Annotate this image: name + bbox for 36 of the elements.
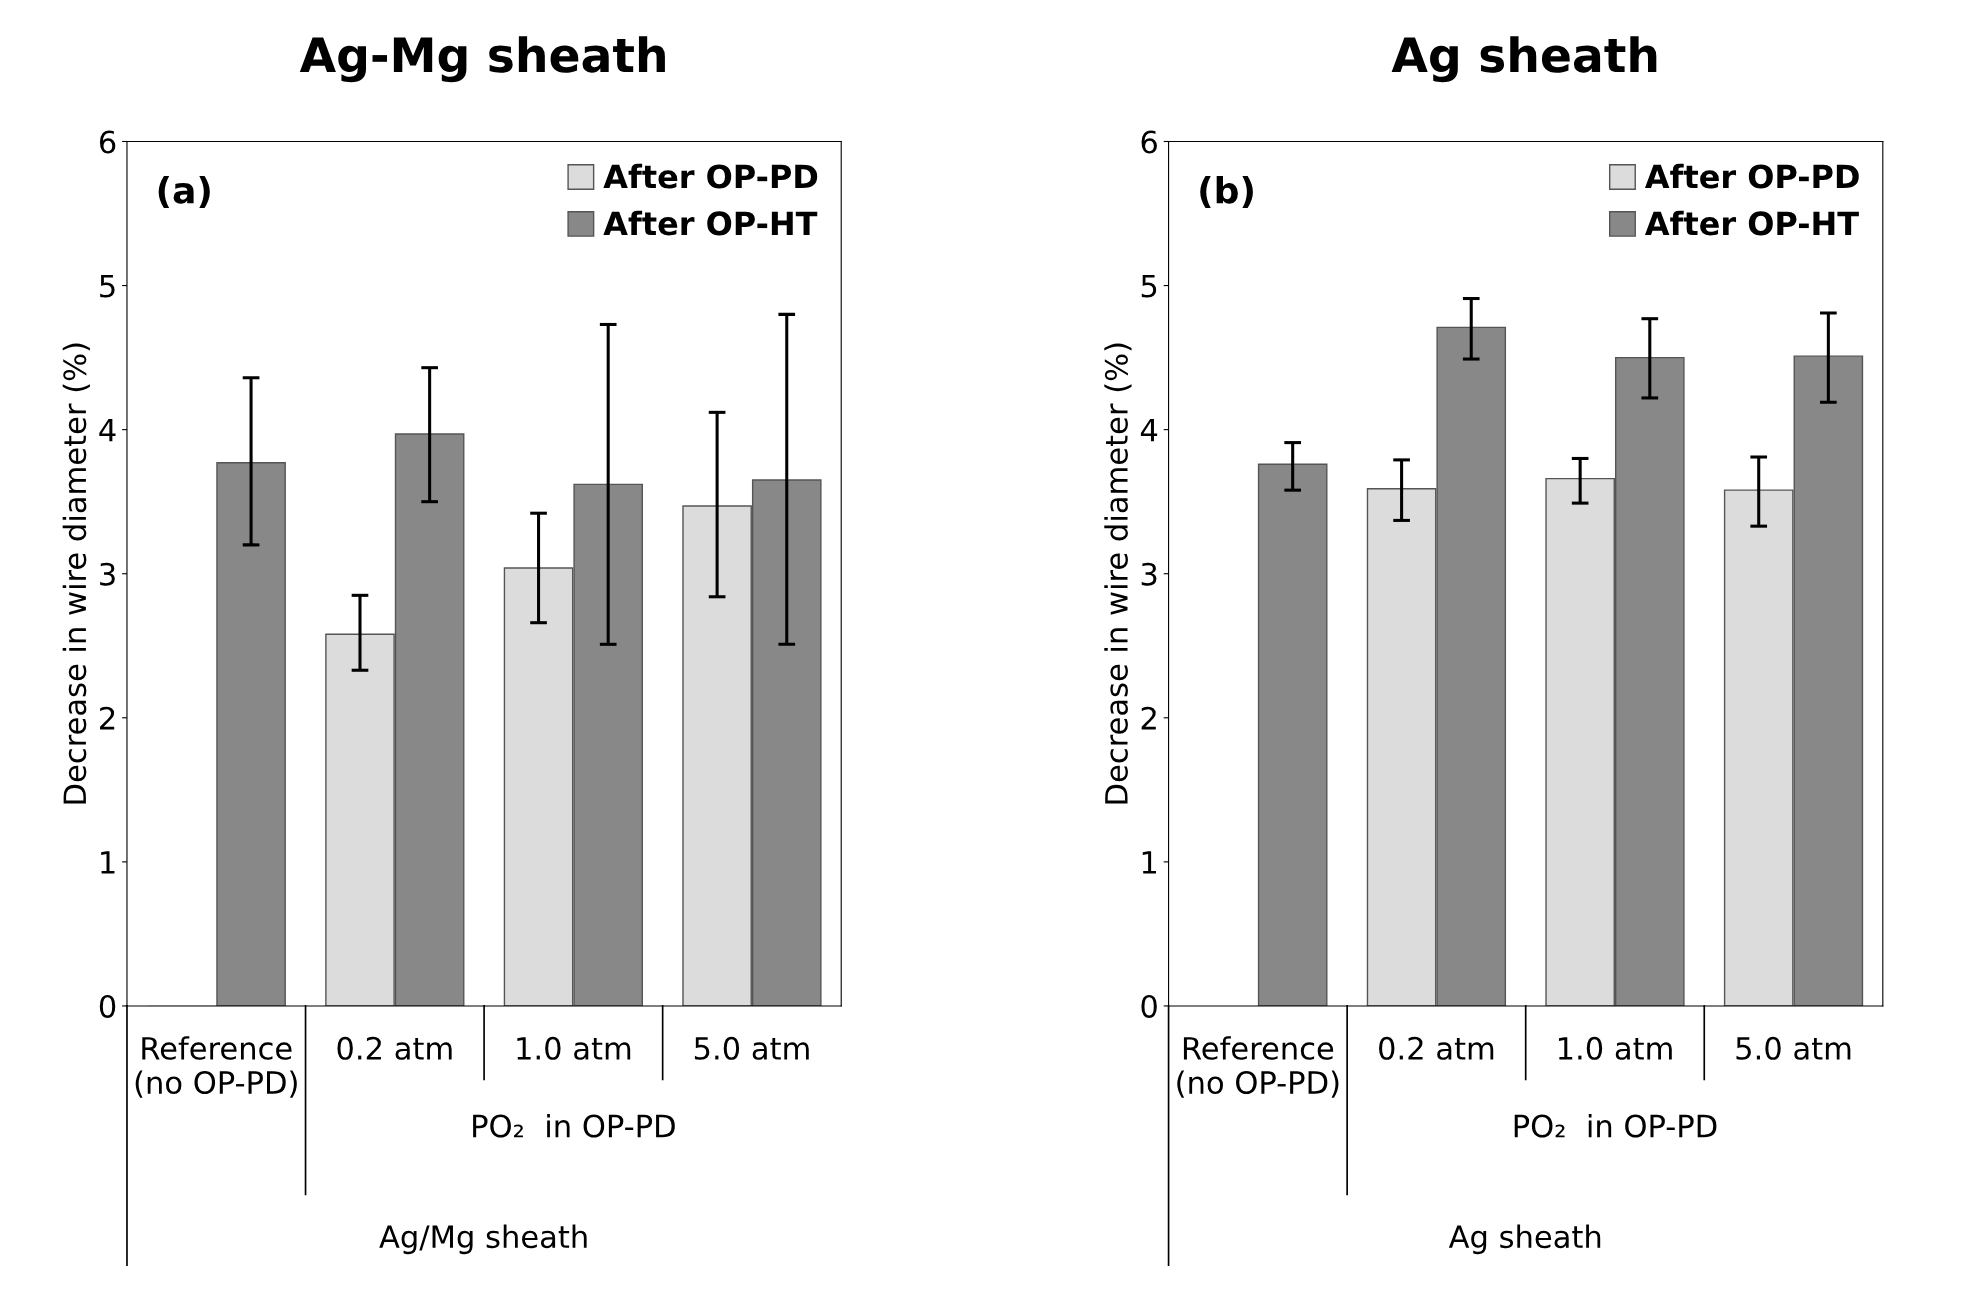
y-tick-label: 4 bbox=[1140, 418, 1158, 442]
text: PO₂ in OP-PD bbox=[473, 1113, 675, 1138]
x-tick-label: Reference (no OP-PD) bbox=[1177, 1036, 1339, 1098]
y-tick-label: 1 bbox=[1142, 851, 1157, 874]
x-tick-label: 5.0 atm bbox=[1736, 1036, 1851, 1060]
x-tick-label: 1.0 atm bbox=[517, 1036, 631, 1060]
y-tick-label: 0 bbox=[99, 994, 116, 1018]
y-tick-label: 0 bbox=[1141, 994, 1157, 1018]
legend-label: After OP-PD bbox=[603, 163, 818, 189]
legend-label: After OP-HT bbox=[1644, 210, 1859, 236]
annotation: (a) bbox=[158, 175, 210, 209]
text: Ag sheath bbox=[1448, 1224, 1601, 1255]
text: PO₂ in OP-PD bbox=[1514, 1113, 1717, 1138]
y-tick-label: 5 bbox=[1141, 274, 1157, 298]
x-tick-label: 0.2 atm bbox=[337, 1036, 452, 1060]
y-tick-label: 5 bbox=[100, 274, 115, 298]
chart-title: Ag sheath bbox=[1391, 36, 1657, 83]
y-tick-label: 3 bbox=[100, 562, 115, 586]
y-tick-label: 4 bbox=[99, 418, 116, 442]
y-axis-title: Decrease in wire diameter (%) bbox=[1104, 343, 1132, 804]
x-tick-label: 1.0 atm bbox=[1558, 1036, 1672, 1060]
x-tick-label: 5.0 atm bbox=[694, 1036, 809, 1060]
x-tick-label: Reference (no OP-PD) bbox=[135, 1036, 297, 1098]
legend-label: After OP-HT bbox=[603, 210, 818, 236]
chart-title: Ag-Mg sheath bbox=[299, 36, 665, 83]
y-tick-label: 1 bbox=[101, 851, 115, 874]
annotation: (b) bbox=[1200, 175, 1253, 209]
y-tick-label: 6 bbox=[1141, 130, 1157, 154]
x-tick-label: 0.2 atm bbox=[1379, 1036, 1494, 1060]
legend-label: After OP-PD bbox=[1644, 163, 1859, 189]
y-tick-label: 3 bbox=[1141, 562, 1157, 586]
y-axis-title: Decrease in wire diameter (%) bbox=[62, 343, 90, 804]
y-tick-label: 2 bbox=[100, 706, 115, 730]
y-tick-label: 6 bbox=[99, 130, 116, 154]
y-tick-label: 2 bbox=[1141, 706, 1156, 730]
text: Ag/Mg sheath bbox=[379, 1224, 587, 1255]
